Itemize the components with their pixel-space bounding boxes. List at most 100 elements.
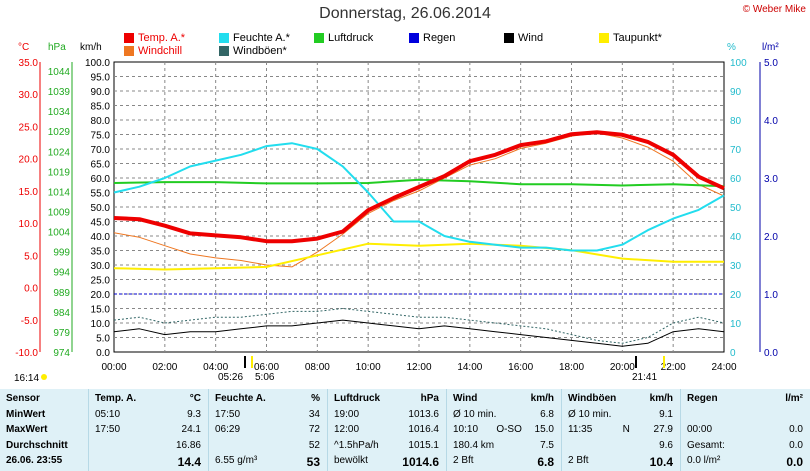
stats-row: Windböen km/h — [562, 393, 681, 407]
stats-row: 14.4 — [89, 455, 209, 469]
series-line-windb-en — [113, 308, 725, 344]
stats-cell: Durchschnitt — [6, 439, 68, 451]
legend-label: Temp. A.* — [138, 32, 186, 44]
stats-cell: 7.5 — [540, 439, 554, 451]
legend-item: Temp. A.* — [124, 32, 185, 44]
stats-row: 05:10 9.3 — [89, 409, 209, 423]
stats-cell: Feuchte A. — [215, 393, 266, 404]
stats-row: 6.55 g/m³ 53 — [209, 455, 328, 469]
wind-tick-label: 40.0 — [91, 232, 111, 243]
copyright-label[interactable]: © Weber Mike — [742, 4, 806, 15]
stats-cell: Wind — [453, 393, 478, 404]
pressure-tick-label: 1029 — [48, 127, 71, 138]
pressure-tick-label: 994 — [53, 268, 70, 279]
unit-wind: km/h — [80, 42, 102, 53]
stats-cell: 26.06. 23:55 — [6, 455, 63, 466]
sun-marker — [41, 374, 47, 380]
wind-tick-label: 75.0 — [91, 131, 111, 142]
series-line-taupunkt — [113, 242, 724, 271]
stats-row: MinWert — [0, 409, 88, 423]
stats-cell: 0.0 — [786, 455, 803, 469]
stats-row: 17:50 24.1 — [89, 424, 209, 438]
stats-cell: N — [622, 424, 630, 435]
unit-temp: °C — [18, 42, 30, 53]
humidity-tick-label: 90 — [730, 87, 742, 98]
x-tick-label: 18:00 — [559, 362, 584, 373]
unit-humidity: % — [727, 42, 736, 53]
stats-row: Ø 10 min. 6.8 — [447, 409, 562, 423]
stats-row: 2 Bft 6.8 — [447, 455, 562, 469]
stats-row — [681, 409, 810, 423]
statistics-table: Sensor MinWert MaxWert Durchschnitt 26.06. 2… — [0, 389, 810, 471]
legend-item: Regen — [409, 32, 455, 44]
x-tick-label: 08:00 — [305, 362, 330, 373]
stats-cell: MaxWert — [6, 424, 48, 435]
stats-cell: 00:00 — [687, 424, 713, 435]
humidity-tick-label: 50 — [730, 203, 742, 214]
pressure-tick-label: 989 — [53, 288, 70, 299]
pressure-tick-label: 1024 — [48, 147, 71, 158]
stats-cell: 19:00 — [334, 408, 360, 420]
x-tick-label: 12:00 — [406, 362, 431, 373]
stats-cell: ^1.5hPa/h — [334, 439, 379, 451]
stats-cell: 1016.4 — [408, 424, 439, 435]
rain-tick-label: 5.0 — [764, 58, 778, 69]
pressure-tick-label: 974 — [53, 348, 70, 359]
series-line-temp-a — [113, 130, 725, 244]
stats-cell: Sensor — [6, 393, 40, 404]
rain-tick-label: 2.0 — [764, 232, 778, 243]
sunset-label: 21:41 — [632, 372, 658, 383]
wind-tick-label: 90.0 — [91, 87, 111, 98]
stats-cell: 9.1 — [659, 408, 673, 420]
stats-cell: 10:10 — [453, 424, 479, 435]
stats-row: 180.4 km 7.5 — [447, 440, 562, 454]
stats-cell: 17:50 — [95, 424, 121, 435]
legend-swatch — [409, 33, 419, 43]
stats-cell: 53 — [306, 455, 320, 469]
stats-cell: hPa — [420, 393, 439, 404]
temp-tick-label: 10.0 — [19, 219, 39, 230]
stats-cell: Windböen — [568, 393, 617, 404]
stats-row: Regen l/m² — [681, 393, 810, 407]
stats-row: bewölkt 1014.6 — [328, 455, 447, 469]
stats-column: Sensor MinWert MaxWert Durchschnitt 26.06. 2… — [0, 389, 88, 471]
wind-tick-label: 80.0 — [91, 116, 111, 127]
stats-cell: km/h — [649, 393, 673, 404]
stats-cell: 15.0 — [534, 424, 554, 435]
stats-cell: 06:29 — [215, 424, 241, 435]
wind-tick-label: 65.0 — [91, 160, 111, 171]
stats-row: 06:29 72 — [209, 424, 328, 438]
pressure-tick-label: 1009 — [48, 208, 71, 219]
rain-tick-label: 0.0 — [764, 348, 778, 359]
stats-row: 16.86 — [89, 440, 209, 454]
stats-row: Durchschnitt — [0, 440, 88, 454]
pressure-tick-label: 1039 — [48, 87, 71, 98]
stats-cell: 1015.1 — [408, 439, 439, 451]
stats-column: Temp. A. °C 05:10 9.3 17:50 24.1 16.86 14.4 — [88, 389, 209, 471]
legend-swatch — [124, 33, 134, 43]
series-line-luftdruck — [113, 178, 725, 188]
stats-cell: O-SO — [496, 424, 522, 435]
stats-column: Wind km/h Ø 10 min. 6.8 10:10 O-SO 15.0 180.4 k… — [446, 389, 562, 471]
stats-cell: Temp. A. — [95, 393, 137, 404]
stats-column: Feuchte A.% 17:50 34 06:29 72 52 6.55 g/m³ 53 — [208, 389, 328, 471]
stats-row: 10:10 O-SO 15.0 — [447, 424, 562, 438]
wind-tick-label: 55.0 — [91, 189, 111, 200]
wind-tick-label: 30.0 — [91, 261, 111, 272]
humidity-tick-label: 80 — [730, 116, 742, 127]
x-tick-label: 22:00 — [661, 362, 686, 373]
series-line-windchill — [113, 132, 725, 268]
stats-cell: 1013.6 — [408, 408, 439, 420]
legend-label: Regen — [423, 32, 456, 44]
stats-row: 9.6 — [562, 440, 681, 454]
legend-item: Luftdruck — [314, 32, 373, 44]
temp-tick-label: 20.0 — [19, 155, 39, 166]
temp-tick-label: 0.0 — [24, 284, 38, 295]
legend-label: Taupunkt* — [613, 32, 662, 44]
pressure-tick-label: 1014 — [48, 187, 71, 198]
temp-tick-label: 35.0 — [19, 58, 39, 69]
wind-tick-label: 95.0 — [91, 73, 111, 84]
x-tick-label: 04:00 — [203, 362, 228, 373]
legend-swatch — [504, 33, 514, 43]
stats-row: Wind km/h — [447, 393, 562, 407]
